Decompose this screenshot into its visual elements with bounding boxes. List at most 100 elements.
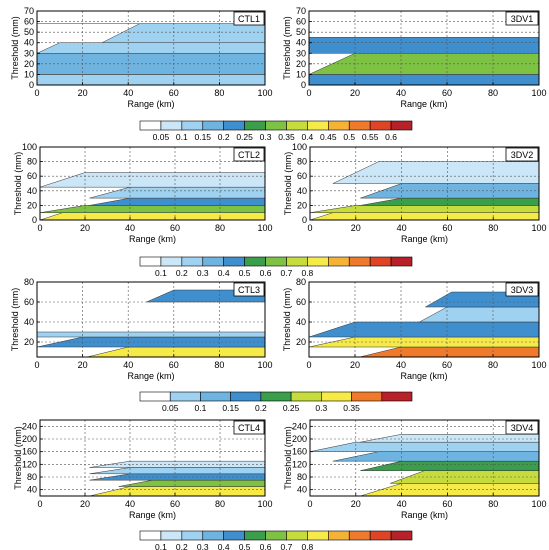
- panel-3dv3: 0 20 40 60 80 100 20 40 60 80 Range (km) Threshold …: [282, 277, 547, 381]
- panel-label: CTL1: [238, 14, 260, 24]
- x-tick-label: 60: [442, 360, 452, 370]
- heatmap-area: [89, 460, 265, 496]
- x-tick-label: 80: [488, 499, 498, 509]
- colorbar-swatch: [307, 530, 329, 541]
- y-tick-label: 120: [22, 459, 37, 469]
- y-tick-label: 50: [24, 27, 34, 37]
- colorbar-label: 0.35: [278, 132, 295, 142]
- colorbar-swatch: [286, 256, 308, 267]
- x-tick-label: 100: [257, 499, 272, 509]
- x-tick-label: 20: [350, 360, 360, 370]
- y-tick-label: 160: [292, 447, 307, 457]
- colorbar-swatch: [348, 530, 371, 541]
- heatmap-band: [332, 451, 539, 462]
- panel-label: 3DV4: [511, 423, 534, 433]
- panel-label-box: [233, 147, 265, 162]
- colorbar-label: 0.8: [301, 268, 313, 278]
- x-tick-label: 0: [307, 223, 312, 233]
- colorbar-label: 0.7: [281, 542, 293, 550]
- heatmap-band: [309, 74, 539, 85]
- colorbar-swatch: [260, 391, 292, 402]
- x-tick-label: 40: [397, 223, 407, 233]
- y-axis-label: Threshold (mm): [10, 288, 20, 352]
- grid-lines: [310, 420, 539, 496]
- grid-lines: [40, 147, 265, 220]
- heatmap-band: [360, 434, 539, 443]
- colorbar-label: 0.05: [162, 403, 179, 413]
- y-tick-label: 30: [24, 48, 34, 58]
- colorbar-label: 0.3: [197, 542, 209, 550]
- panel-label: 3DV1: [511, 14, 534, 24]
- y-tick-label: 80: [297, 472, 307, 482]
- panel-ctl4: 0 20 40 60 80 100 40 80 120 160 200 240 Range (km) Th…: [13, 419, 273, 520]
- y-tick-label: 20: [297, 200, 307, 210]
- colorbar-swatch: [202, 256, 224, 267]
- y-tick-label: 0: [301, 80, 306, 90]
- colorbar-swatch: [202, 530, 224, 541]
- colorbar-swatch: [307, 256, 329, 267]
- panel-label-box: [505, 420, 539, 435]
- colorbar-label: 0.4: [218, 542, 230, 550]
- panel-label-box: [233, 282, 265, 297]
- y-tick-label: 60: [27, 171, 37, 181]
- colorbar-label: 0.15: [222, 403, 239, 413]
- heatmap-band: [37, 42, 265, 54]
- colorbar-label: 0.5: [343, 132, 355, 142]
- panel-label-box: [505, 147, 539, 162]
- heatmap-area: [309, 291, 539, 357]
- x-axis-label: Range (km): [127, 371, 174, 381]
- colorbar-label: 0.1: [195, 403, 207, 413]
- heatmap-band: [310, 205, 539, 213]
- x-tick-label: 20: [351, 223, 361, 233]
- y-tick-label: 120: [292, 459, 307, 469]
- heatmap-band: [40, 205, 265, 213]
- x-tick-label: 100: [257, 360, 272, 370]
- x-tick-label: 80: [488, 223, 498, 233]
- heatmap-area: [37, 11, 265, 85]
- x-tick-label: 0: [34, 88, 39, 98]
- colorbar-swatch: [181, 530, 204, 541]
- plot-frame: [36, 10, 266, 86]
- y-tick-label: 200: [292, 434, 307, 444]
- colorbar-label: 0.1: [176, 132, 188, 142]
- colorbar-label: 0.5: [239, 268, 251, 278]
- x-tick-label: 80: [215, 499, 225, 509]
- x-axis-label: Range (km): [400, 371, 447, 381]
- colorbar-label: 0.3: [315, 403, 327, 413]
- y-tick-label: 240: [292, 421, 307, 431]
- x-tick-label: 100: [531, 360, 546, 370]
- colorbar-swatch: [348, 256, 371, 267]
- panel-label: 3DV2: [511, 150, 534, 160]
- colorbar-swatch: [286, 120, 308, 131]
- panel-3dv2: 0 20 40 60 80 100 0 20 40 60 80 100 Range (km) Thresh…: [283, 142, 547, 244]
- y-tick-label: 40: [24, 317, 34, 327]
- panel-ctl2: 0 20 40 60 80 100 0 20 40 60 80 100 Range (km) Thresh…: [13, 142, 273, 244]
- colorbar-swatch: [390, 256, 413, 267]
- plot-frame: [39, 146, 266, 221]
- y-tick-label: 40: [297, 186, 307, 196]
- x-tick-label: 60: [169, 360, 179, 370]
- x-tick-label: 20: [351, 499, 361, 509]
- y-tick-label: 0: [29, 80, 34, 90]
- y-tick-label: 200: [22, 434, 37, 444]
- colorbar-swatch: [381, 391, 413, 402]
- grid-lines: [40, 420, 265, 496]
- grid-lines: [37, 11, 265, 85]
- y-tick-label: 10: [24, 69, 34, 79]
- y-tick-label: 70: [24, 6, 34, 16]
- y-tick-label: 50: [296, 27, 306, 37]
- x-tick-label: 20: [350, 88, 360, 98]
- x-tick-label: 40: [123, 360, 133, 370]
- x-tick-label: 0: [306, 88, 311, 98]
- heatmap-band: [309, 336, 539, 348]
- heatmap-band: [359, 346, 539, 357]
- colorbar-swatch: [321, 391, 352, 402]
- heatmap-band: [89, 467, 265, 475]
- panel-label: CTL2: [238, 150, 260, 160]
- y-tick-label: 40: [296, 38, 306, 48]
- x-tick-label: 20: [78, 88, 88, 98]
- colorbar-swatch: [265, 120, 287, 131]
- colorbar-label: 0.2: [218, 132, 230, 142]
- x-axis-label: Range (km): [401, 234, 448, 244]
- plot-frame: [309, 419, 540, 497]
